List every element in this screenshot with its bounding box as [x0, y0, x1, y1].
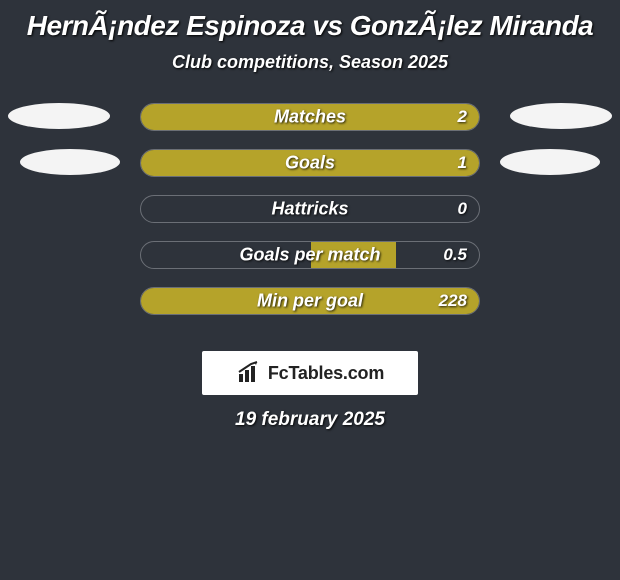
stat-value-right: 1 — [458, 153, 467, 173]
page-title: HernÃ¡ndez Espinoza vs GonzÃ¡lez Miranda — [0, 0, 620, 42]
stat-bar: Goals 1 — [140, 149, 480, 177]
left-ellipse — [20, 149, 120, 175]
logo-box: FcTables.com — [202, 351, 418, 395]
date-line: 19 february 2025 — [0, 409, 620, 431]
stat-label: Goals per match — [239, 245, 380, 266]
stat-label: Goals — [285, 153, 335, 174]
stat-label: Matches — [274, 107, 346, 128]
stat-label: Min per goal — [257, 291, 363, 312]
bar-chart-icon — [236, 360, 262, 386]
stat-row: Goals 1 — [0, 149, 620, 195]
stat-value-right: 0 — [458, 199, 467, 219]
date-text: 19 february 2025 — [235, 409, 385, 430]
subtitle-text: Club competitions, Season 2025 — [172, 52, 448, 72]
right-ellipse — [510, 103, 612, 129]
stat-row: Goals per match 0.5 — [0, 241, 620, 287]
stat-label: Hattricks — [271, 199, 348, 220]
stat-row: Matches 2 — [0, 103, 620, 149]
stat-bar: Goals per match 0.5 — [140, 241, 480, 269]
stat-row: Min per goal 228 — [0, 287, 620, 333]
right-ellipse — [500, 149, 600, 175]
stats-area: Matches 2 Goals 1 Hattricks 0 Goals per match 0… — [0, 103, 620, 333]
stat-value-right: 2 — [458, 107, 467, 127]
logo-text: FcTables.com — [268, 363, 384, 384]
stat-bar: Matches 2 — [140, 103, 480, 131]
stat-row: Hattricks 0 — [0, 195, 620, 241]
title-text: HernÃ¡ndez Espinoza vs GonzÃ¡lez Miranda — [27, 10, 594, 41]
stat-value-right: 228 — [439, 291, 467, 311]
stat-bar: Hattricks 0 — [140, 195, 480, 223]
stat-value-right: 0.5 — [443, 245, 467, 265]
left-ellipse — [8, 103, 110, 129]
stat-bar: Min per goal 228 — [140, 287, 480, 315]
page-subtitle: Club competitions, Season 2025 — [0, 52, 620, 73]
